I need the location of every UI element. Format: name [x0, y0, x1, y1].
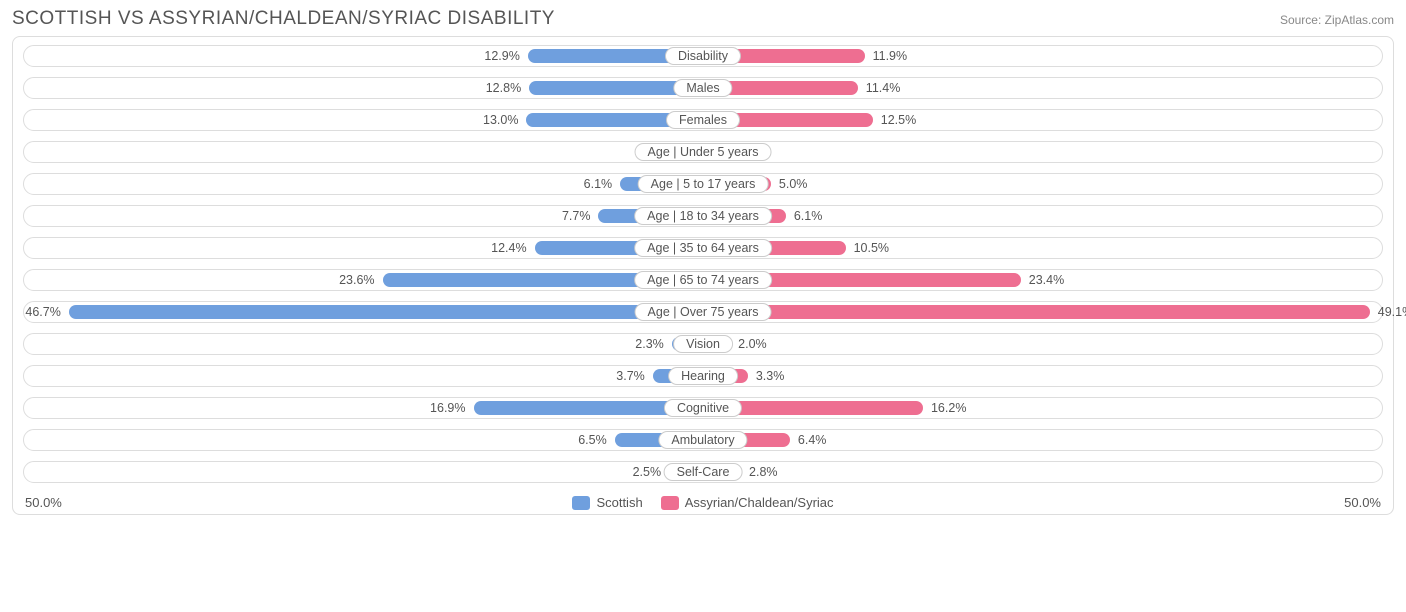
right-value: 6.4% [798, 433, 827, 447]
source-attribution: Source: ZipAtlas.com [1280, 13, 1394, 27]
bar-row: 16.9% 16.2% Cognitive [23, 397, 1383, 419]
category-label: Age | Over 75 years [635, 303, 772, 321]
legend-item-left: Scottish [572, 495, 642, 510]
left-value: 13.0% [483, 113, 518, 127]
right-value: 5.0% [779, 177, 808, 191]
axis-max-right: 50.0% [1321, 495, 1381, 510]
bar-row: 1.6%1.1%Age | Under 5 years [23, 141, 1383, 163]
legend-swatch-left [572, 496, 590, 510]
axis-max-left: 50.0% [25, 495, 85, 510]
right-value: 2.0% [738, 337, 767, 351]
diverging-bar-chart: 12.9% 11.9% Disability 12.8% 11.4% Males 13.0%… [12, 36, 1394, 515]
bar-row: 2.5% 2.8% Self-Care [23, 461, 1383, 483]
right-value: 11.4% [866, 81, 901, 95]
bar-row: 2.3% 2.0% Vision [23, 333, 1383, 355]
right-value: 3.3% [756, 369, 785, 383]
bar-row: 23.6% 23.4% Age | 65 to 74 years [23, 269, 1383, 291]
right-value: 49.1% [1378, 305, 1406, 319]
category-label: Self-Care [664, 463, 743, 481]
category-label: Cognitive [664, 399, 742, 417]
left-value: 2.3% [635, 337, 664, 351]
left-value: 7.7% [562, 209, 591, 223]
bar-row: 12.4% 10.5% Age | 35 to 64 years [23, 237, 1383, 259]
left-value: 6.1% [584, 177, 613, 191]
category-label: Females [666, 111, 740, 129]
category-label: Age | 5 to 17 years [638, 175, 769, 193]
right-value: 6.1% [794, 209, 823, 223]
right-value: 11.9% [873, 49, 908, 63]
right-value: 12.5% [881, 113, 916, 127]
category-label: Age | 35 to 64 years [634, 239, 772, 257]
category-label: Males [673, 79, 732, 97]
left-value: 2.5% [633, 465, 662, 479]
bar-row: 12.8% 11.4% Males [23, 77, 1383, 99]
bar-row: 7.7% 6.1% Age | 18 to 34 years [23, 205, 1383, 227]
legend-label-left: Scottish [596, 495, 642, 510]
legend-label-right: Assyrian/Chaldean/Syriac [685, 495, 834, 510]
right-value: 10.5% [854, 241, 889, 255]
bar-row: 12.9% 11.9% Disability [23, 45, 1383, 67]
category-label: Age | 65 to 74 years [634, 271, 772, 289]
bar-row: 6.5% 6.4% Ambulatory [23, 429, 1383, 451]
bar-row: 3.7% 3.3% Hearing [23, 365, 1383, 387]
left-value: 16.9% [430, 401, 465, 415]
chart-title: SCOTTISH VS ASSYRIAN/CHALDEAN/SYRIAC DIS… [12, 8, 555, 30]
bar-row: 46.7%49.1%Age | Over 75 years [23, 301, 1383, 323]
left-value: 23.6% [339, 273, 374, 287]
legend-swatch-right [661, 496, 679, 510]
category-label: Hearing [668, 367, 738, 385]
category-label: Vision [673, 335, 733, 353]
legend: Scottish Assyrian/Chaldean/Syriac [85, 495, 1321, 510]
bar-row: 13.0% 12.5% Females [23, 109, 1383, 131]
category-label: Ambulatory [658, 431, 747, 449]
category-label: Age | Under 5 years [635, 143, 772, 161]
right-value: 23.4% [1029, 273, 1064, 287]
legend-item-right: Assyrian/Chaldean/Syriac [661, 495, 834, 510]
right-value: 2.8% [749, 465, 778, 479]
left-value: 12.4% [491, 241, 526, 255]
left-value: 6.5% [578, 433, 607, 447]
category-label: Disability [665, 47, 741, 65]
left-bar [69, 305, 703, 319]
left-value: 12.8% [486, 81, 521, 95]
category-label: Age | 18 to 34 years [634, 207, 772, 225]
left-value: 12.9% [484, 49, 519, 63]
left-value: 46.7% [25, 305, 60, 319]
right-value: 16.2% [931, 401, 966, 415]
bar-row: 6.1% 5.0% Age | 5 to 17 years [23, 173, 1383, 195]
right-bar [703, 305, 1370, 319]
left-value: 3.7% [616, 369, 645, 383]
